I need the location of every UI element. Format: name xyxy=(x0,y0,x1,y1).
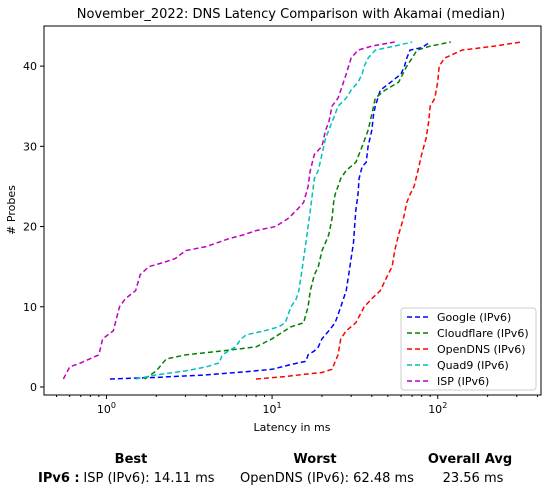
worst-value: OpenDNS (IPv6): 62.48 ms xyxy=(240,471,414,486)
worst-header: Worst xyxy=(293,452,337,467)
x-tick-label: 102 xyxy=(428,401,447,416)
series-line-0 xyxy=(109,41,431,380)
series-line-1 xyxy=(144,41,452,380)
x-tick-label: 100 xyxy=(97,401,116,416)
latency-chart: November_2022: DNS Latency Comparison wi… xyxy=(5,7,542,434)
best-header: Best xyxy=(114,452,148,467)
series-line-3 xyxy=(135,41,413,380)
series-line-2 xyxy=(255,41,522,380)
x-axis: 100 101 102 xyxy=(56,395,538,416)
plot-frame xyxy=(43,25,542,396)
legend-label-0: Google (IPv6) xyxy=(437,311,511,324)
legend-box xyxy=(400,307,537,391)
series-line-4 xyxy=(62,41,395,380)
legend-label-4: ISP (IPv6) xyxy=(437,375,489,388)
y-tick-label: 0 xyxy=(30,381,37,394)
legend-label-3: Quad9 (IPv6) xyxy=(437,359,509,372)
legend: Google (IPv6) Cloudflare (IPv6) OpenDNS (I… xyxy=(400,307,537,391)
y-axis: 0 10 20 30 40 xyxy=(23,60,44,394)
y-tick-label: 40 xyxy=(23,60,37,73)
x-axis-label: Latency in ms xyxy=(254,421,331,434)
y-tick-label: 10 xyxy=(23,301,37,314)
legend-label-2: OpenDNS (IPv6) xyxy=(437,343,526,356)
overall-value: 23.56 ms xyxy=(442,471,504,486)
ipv6-row-label: IPv6 : xyxy=(38,471,80,486)
overall-header: Overall Avg xyxy=(427,452,513,467)
x-tick-label: 101 xyxy=(263,401,282,416)
summary-table: Best Worst Overall Avg IPv6 : ISP (IPv6)… xyxy=(0,452,548,496)
y-tick-label: 20 xyxy=(23,221,37,234)
legend-label-1: Cloudflare (IPv6) xyxy=(437,327,529,340)
best-value: ISP (IPv6): 14.11 ms xyxy=(83,471,215,486)
plot-lines xyxy=(62,41,522,380)
chart-title: November_2022: DNS Latency Comparison wi… xyxy=(77,7,505,22)
y-axis-label: # Probes xyxy=(5,185,18,235)
y-tick-label: 30 xyxy=(23,140,37,153)
